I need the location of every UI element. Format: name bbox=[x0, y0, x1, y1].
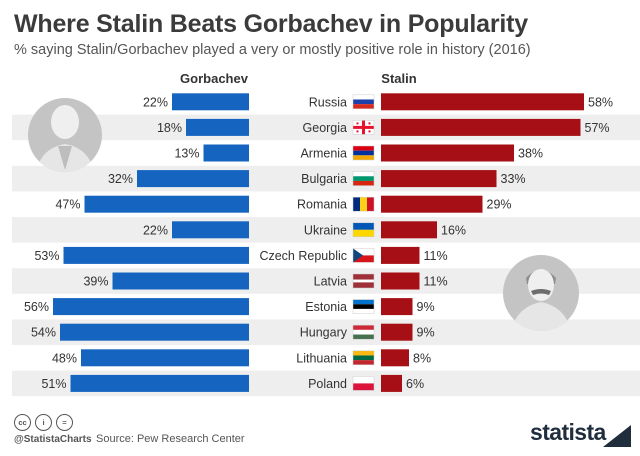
bar-stalin bbox=[381, 272, 420, 290]
flag-icon bbox=[352, 222, 375, 238]
chart-title: Where Stalin Beats Gorbachev in Populari… bbox=[14, 10, 528, 38]
country-label: Georgia bbox=[303, 121, 348, 135]
twitter-handle: @StatistaCharts bbox=[14, 434, 92, 445]
data-label-stalin: 58% bbox=[588, 95, 613, 109]
data-label-gorbachev: 47% bbox=[55, 198, 80, 212]
country-label: Armenia bbox=[300, 147, 347, 161]
bar-stalin bbox=[381, 118, 581, 136]
data-label-stalin: 8% bbox=[413, 351, 431, 365]
data-label-stalin: 11% bbox=[424, 249, 448, 263]
country-label: Poland bbox=[308, 377, 347, 391]
data-label-stalin: 57% bbox=[585, 121, 610, 135]
country-label: Lithuania bbox=[296, 351, 347, 365]
flag-icon bbox=[352, 273, 375, 289]
series-header-stalin: Stalin bbox=[381, 71, 416, 86]
bar-stalin bbox=[381, 374, 402, 392]
flag-icon bbox=[352, 376, 375, 391]
data-label-gorbachev: 53% bbox=[34, 249, 59, 263]
chart-subtitle: % saying Stalin/Gorbachev played a very … bbox=[14, 42, 531, 58]
data-label-gorbachev: 51% bbox=[41, 377, 66, 391]
country-label: Hungary bbox=[300, 326, 348, 340]
bar-stalin bbox=[381, 170, 497, 188]
by-icon: i bbox=[35, 414, 52, 431]
data-label-gorbachev: 56% bbox=[24, 300, 49, 314]
bar-gorbachev bbox=[112, 272, 249, 290]
country-label: Ukraine bbox=[304, 223, 347, 237]
bar-stalin bbox=[381, 93, 584, 111]
data-label-gorbachev: 22% bbox=[143, 223, 168, 237]
data-label-gorbachev: 22% bbox=[143, 95, 168, 109]
bar-stalin bbox=[381, 298, 413, 316]
data-label-gorbachev: 13% bbox=[174, 147, 199, 161]
country-label: Romania bbox=[297, 198, 347, 212]
flag-icon bbox=[352, 196, 375, 212]
bar-gorbachev bbox=[172, 93, 249, 111]
data-label-gorbachev: 54% bbox=[31, 326, 56, 340]
bar-stalin bbox=[381, 349, 409, 367]
country-label: Estonia bbox=[305, 300, 347, 314]
bar-stalin bbox=[381, 221, 437, 239]
data-label-gorbachev: 32% bbox=[108, 172, 133, 186]
license-icons: cc i = bbox=[14, 414, 73, 431]
statista-logo: statista bbox=[530, 419, 606, 445]
data-label-gorbachev: 48% bbox=[52, 351, 77, 365]
flag-icon bbox=[352, 324, 375, 340]
row-band bbox=[12, 165, 640, 192]
data-label-gorbachev: 39% bbox=[83, 275, 108, 289]
country-label: Bulgaria bbox=[301, 172, 347, 186]
bar-gorbachev bbox=[81, 349, 249, 367]
bar-gorbachev bbox=[203, 144, 249, 162]
bar-gorbachev bbox=[60, 323, 249, 341]
data-label-stalin: 11% bbox=[424, 275, 448, 289]
flag-icon bbox=[352, 248, 375, 263]
data-label-stalin: 38% bbox=[518, 147, 543, 161]
data-label-stalin: 33% bbox=[501, 172, 526, 186]
data-label-stalin: 9% bbox=[417, 326, 435, 340]
country-label: Russia bbox=[309, 95, 347, 109]
flag-icon bbox=[352, 171, 375, 186]
bar-stalin bbox=[381, 323, 413, 341]
data-label-gorbachev: 18% bbox=[157, 121, 182, 135]
bar-gorbachev bbox=[63, 246, 249, 264]
data-label-stalin: 6% bbox=[406, 377, 424, 391]
bar-stalin bbox=[381, 144, 514, 162]
data-label-stalin: 16% bbox=[441, 223, 466, 237]
flag-icon bbox=[352, 120, 375, 135]
bar-gorbachev bbox=[84, 195, 249, 213]
stalin-portrait bbox=[503, 255, 579, 331]
row-band bbox=[12, 217, 640, 243]
bar-gorbachev bbox=[186, 118, 249, 136]
source-note: Source: Pew Research Center bbox=[96, 433, 245, 445]
bar-gorbachev bbox=[172, 221, 249, 239]
nd-icon: = bbox=[56, 414, 73, 431]
country-label: Latvia bbox=[314, 275, 347, 289]
statista-logo-mark bbox=[603, 425, 631, 447]
series-header-gorbachev: Gorbachev bbox=[180, 71, 249, 86]
data-label-stalin: 9% bbox=[417, 300, 435, 314]
flag-icon bbox=[352, 350, 375, 366]
country-label: Czech Republic bbox=[259, 249, 347, 263]
flag-icon bbox=[352, 299, 375, 314]
flag-icon bbox=[352, 145, 375, 161]
bar-gorbachev bbox=[53, 298, 249, 316]
flag-icon bbox=[352, 94, 375, 110]
gorbachev-portrait bbox=[28, 98, 102, 172]
bar-stalin bbox=[381, 195, 483, 213]
cc-icon: cc bbox=[14, 414, 31, 431]
bar-gorbachev bbox=[70, 374, 249, 392]
data-label-stalin: 29% bbox=[487, 198, 512, 212]
bar-stalin bbox=[381, 246, 420, 264]
bar-gorbachev bbox=[137, 170, 249, 188]
